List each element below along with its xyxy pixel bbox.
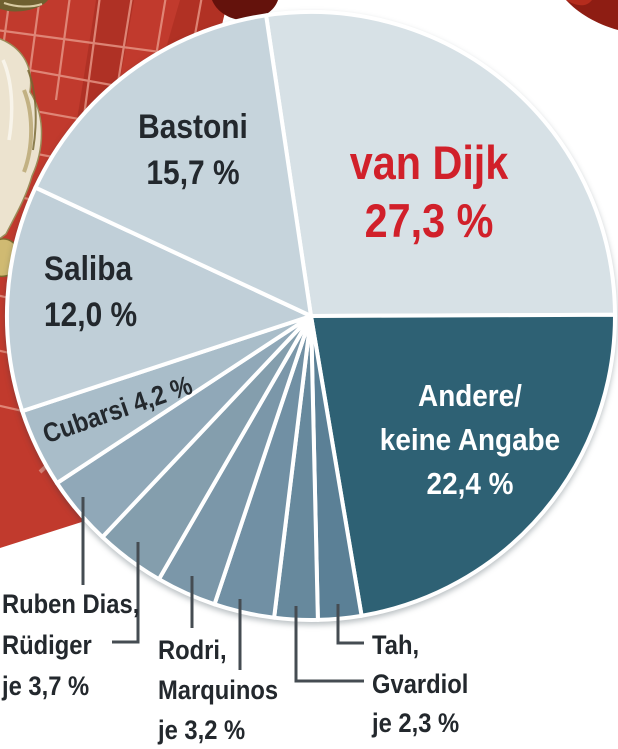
label-saliba-name: Saliba [44,250,133,288]
label-bastoni: Bastoni 15,7 % [105,104,281,196]
pie-slice-van-dijk [264,9,617,318]
label-bastoni-name: Bastoni [138,108,248,146]
callout-line-tah [336,604,364,645]
label-andere-line1: Andere/ [418,378,522,413]
label-ruben-dias-ruediger: Ruben Dias, Rüdiger je 3,7 % [2,584,139,707]
callout-line-gvardiol [294,606,364,683]
photo-corner-fragment [566,0,618,30]
photo-corner-fragment-highlight [566,0,592,6]
label-ruben-line1: Ruben Dias, [2,589,140,619]
trophy-top-highlight [3,2,43,8]
label-rodri-line3: je 3,2 % [158,715,246,745]
label-van-dijk-value: 27,3 % [364,194,494,247]
label-rodri-line1: Rodri, [158,635,227,665]
label-andere: Andere/ keine Angabe 22,4 % [367,374,574,506]
label-tah-gvardiol: Tah, Gvardiol je 2,3 % [372,626,468,743]
label-ruben-line2: Rüdiger [2,630,92,660]
pie-slice-saliba [4,185,313,414]
label-van-dijk-name: van Dijk [349,136,509,189]
label-van-dijk: van Dijk 27,3 % [337,134,522,250]
label-saliba: Saliba 12,0 % [44,246,137,338]
label-ruben-line3: je 3,7 % [2,671,90,701]
callout-line-ruediger [112,542,140,644]
callout-lines [81,497,364,683]
pie-chart [4,9,618,622]
label-tah-line2: Gvardiol [372,669,469,699]
label-tah-line1: Tah, [372,630,420,660]
label-rodri-marquinos: Rodri, Marquinos je 3,2 % [158,630,278,749]
label-andere-line2: keine Angabe [379,422,561,457]
label-andere-value: 22,4 % [426,466,514,501]
label-saliba-value: 12,0 % [44,296,138,334]
pie-slice-bastoni [33,13,313,318]
label-tah-line3: je 2,3 % [372,708,460,738]
label-rodri-line2: Marquinos [158,675,279,705]
label-bastoni-value: 15,7 % [146,154,240,192]
pie-slice-andere [309,312,618,618]
